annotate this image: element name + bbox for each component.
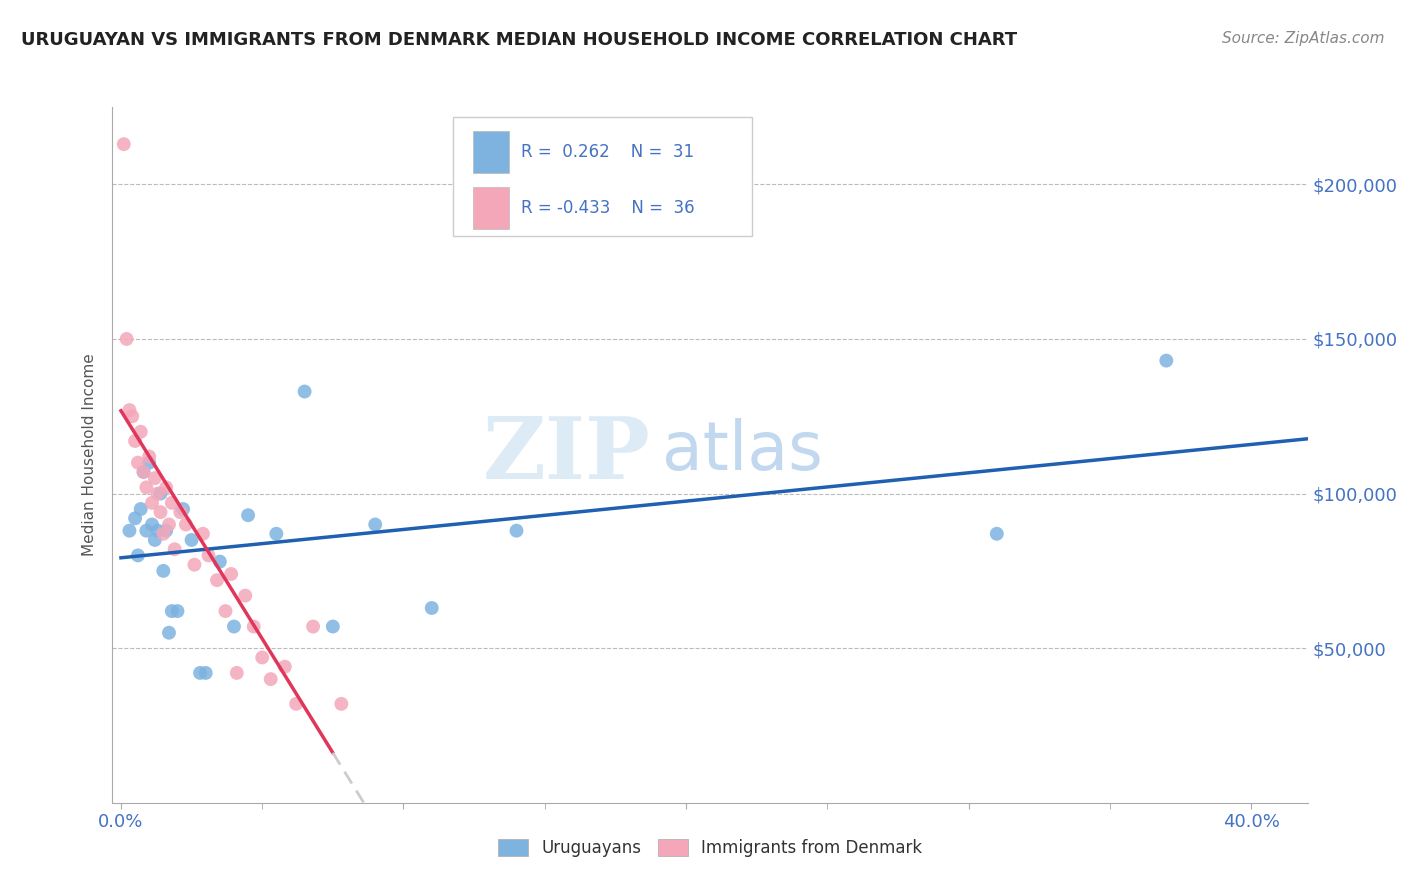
Point [302,619,325,633]
Point [118,403,141,417]
Point [129,502,152,516]
Text: R =  0.262    N =  31: R = 0.262 N = 31 [522,144,695,161]
Text: R = -0.433    N =  36: R = -0.433 N = 36 [522,199,695,217]
Point [152,526,174,541]
Point [132,465,155,479]
Point [191,526,214,541]
Point [155,524,177,538]
Point [330,697,353,711]
Point [143,471,166,485]
Text: atlas: atlas [662,418,823,484]
Point [266,526,288,541]
Legend: Uruguayans, Immigrants from Denmark: Uruguayans, Immigrants from Denmark [491,832,929,864]
Point [149,505,172,519]
Point [124,434,146,448]
Point [364,517,387,532]
Point [115,332,138,346]
Y-axis label: Median Household Income: Median Household Income [82,353,97,557]
Point [505,524,527,538]
Point [160,496,183,510]
Point [149,486,172,500]
Point [225,665,247,680]
Point [138,456,160,470]
Point [219,566,242,581]
Point [208,555,231,569]
Point [180,533,202,547]
FancyBboxPatch shape [453,118,752,235]
Point [141,517,163,532]
Point [124,511,146,525]
Point [1156,353,1178,368]
Text: Source: ZipAtlas.com: Source: ZipAtlas.com [1222,31,1385,46]
Point [233,589,256,603]
Point [118,524,141,538]
Point [172,502,194,516]
Point [236,508,259,523]
FancyBboxPatch shape [474,187,509,228]
Point [174,517,197,532]
Point [322,619,344,633]
Point [194,665,217,680]
Point [160,604,183,618]
Point [169,505,191,519]
Point [242,619,264,633]
Point [132,465,155,479]
Text: URUGUAYAN VS IMMIGRANTS FROM DENMARK MEDIAN HOUSEHOLD INCOME CORRELATION CHART: URUGUAYAN VS IMMIGRANTS FROM DENMARK MED… [21,31,1017,49]
Point [163,542,186,557]
Point [141,496,163,510]
Point [121,409,143,424]
Point [143,533,166,547]
Point [127,549,149,563]
Point [294,384,316,399]
Point [274,659,297,673]
Point [135,524,157,538]
Point [166,604,188,618]
Point [252,650,274,665]
Point [260,672,283,686]
Point [157,517,180,532]
Point [420,601,443,615]
Point [214,604,236,618]
Point [205,573,228,587]
Point [146,524,169,538]
FancyBboxPatch shape [474,131,509,173]
Point [146,486,169,500]
Point [152,564,174,578]
Point [155,480,177,494]
Text: ZIP: ZIP [482,413,650,497]
Point [127,456,149,470]
Point [183,558,205,572]
Point [986,526,1008,541]
Point [222,619,245,633]
Point [197,549,219,563]
Point [138,450,160,464]
Point [129,425,152,439]
Point [157,625,180,640]
Point [112,137,135,152]
Point [188,665,211,680]
Point [285,697,308,711]
Point [135,480,157,494]
